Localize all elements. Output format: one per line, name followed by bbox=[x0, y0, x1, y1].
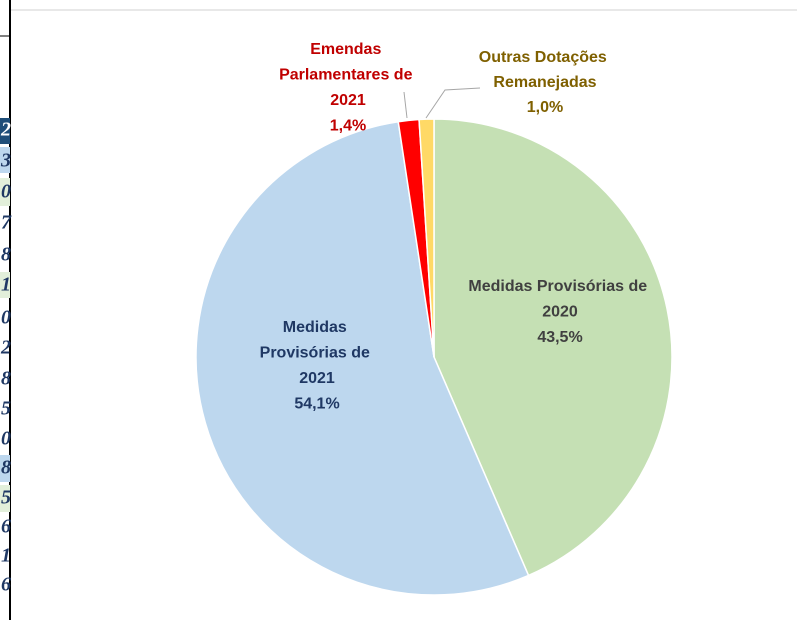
table-fragment: 5 bbox=[1, 487, 11, 509]
table-fragment: 8 bbox=[1, 368, 11, 390]
table-cell bbox=[0, 272, 10, 298]
table-fragment: 8 bbox=[1, 457, 11, 479]
table-cell bbox=[0, 147, 10, 173]
table-cell bbox=[0, 178, 10, 206]
leader-line bbox=[425, 87, 481, 119]
value-label: 54,1% bbox=[294, 396, 339, 413]
table-fragment: 3 bbox=[0, 150, 11, 172]
table-fragment: 7 bbox=[1, 212, 12, 234]
slice-label: Medidas Provisórias de 2020 bbox=[468, 278, 651, 321]
table-cell bbox=[0, 455, 10, 482]
table-fragment: 6 bbox=[1, 516, 11, 538]
table-fragment: 1 bbox=[1, 545, 11, 567]
leader-line bbox=[403, 91, 408, 119]
table-fragment: 6 bbox=[1, 574, 11, 596]
table-fragment: 0 bbox=[1, 307, 11, 329]
table-fragment: 0 bbox=[1, 428, 11, 450]
pie-slice bbox=[418, 118, 435, 358]
table-cell bbox=[0, 485, 10, 512]
pie-slice bbox=[433, 118, 673, 577]
table-fragment: 5 bbox=[1, 398, 11, 420]
value-label: 1,0% bbox=[527, 99, 563, 116]
slice-label: Medidas Provisórias de 2021 bbox=[260, 319, 375, 387]
value-label: 1,4% bbox=[330, 118, 366, 135]
slice-label: Outras Dotações Remanejadas bbox=[479, 49, 611, 91]
value-label: 43,5% bbox=[537, 329, 582, 346]
pie-slice bbox=[195, 120, 530, 596]
slice-label: Emendas Parlamentares de 2021 bbox=[279, 41, 417, 109]
table-fragment: 2 bbox=[0, 337, 11, 359]
table-fragment: 0 bbox=[1, 181, 11, 203]
table-fragment: 1 bbox=[1, 274, 11, 296]
table-fragment: 2 bbox=[0, 119, 11, 141]
table-fragment: 8 bbox=[1, 244, 11, 266]
table-cell bbox=[0, 118, 10, 144]
